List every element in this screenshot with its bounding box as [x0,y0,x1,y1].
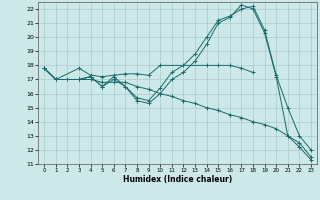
X-axis label: Humidex (Indice chaleur): Humidex (Indice chaleur) [123,175,232,184]
